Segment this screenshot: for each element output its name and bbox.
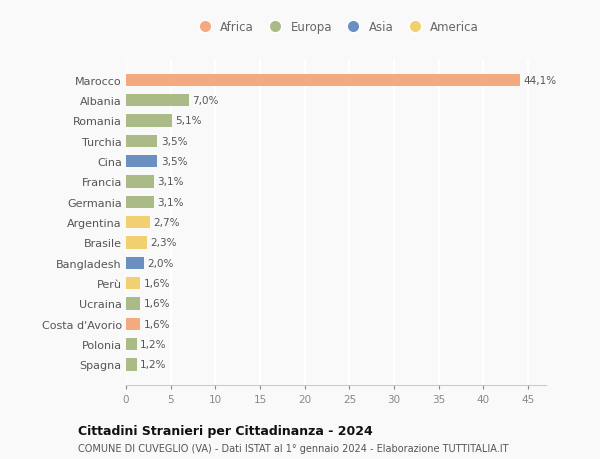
Text: 1,6%: 1,6% [144,279,170,288]
Text: 1,2%: 1,2% [140,360,167,369]
Text: 7,0%: 7,0% [192,96,218,106]
Text: 5,1%: 5,1% [175,116,202,126]
Text: 1,2%: 1,2% [140,339,167,349]
Bar [126,298,140,310]
Text: 3,1%: 3,1% [157,177,184,187]
Bar [126,217,150,229]
Bar [126,318,140,330]
Bar [126,135,157,147]
Text: 1,6%: 1,6% [144,299,170,309]
Text: COMUNE DI CUVEGLIO (VA) - Dati ISTAT al 1° gennaio 2024 - Elaborazione TUTTITALI: COMUNE DI CUVEGLIO (VA) - Dati ISTAT al … [78,443,509,453]
Text: Cittadini Stranieri per Cittadinanza - 2024: Cittadini Stranieri per Cittadinanza - 2… [78,424,373,437]
Legend: Africa, Europa, Asia, America: Africa, Europa, Asia, America [188,17,484,39]
Text: 2,7%: 2,7% [154,218,180,228]
Bar [126,237,146,249]
Text: 3,1%: 3,1% [157,197,184,207]
Bar [126,338,137,351]
Bar [126,196,154,208]
Text: 2,3%: 2,3% [150,238,176,248]
Text: 3,5%: 3,5% [161,136,187,146]
Bar [126,358,137,371]
Text: 3,5%: 3,5% [161,157,187,167]
Text: 44,1%: 44,1% [524,76,557,85]
Bar [126,156,157,168]
Text: 2,0%: 2,0% [148,258,174,268]
Bar [126,95,188,107]
Bar [126,115,172,127]
Bar [126,277,140,290]
Bar [126,74,520,87]
Bar [126,176,154,188]
Text: 1,6%: 1,6% [144,319,170,329]
Bar [126,257,144,269]
